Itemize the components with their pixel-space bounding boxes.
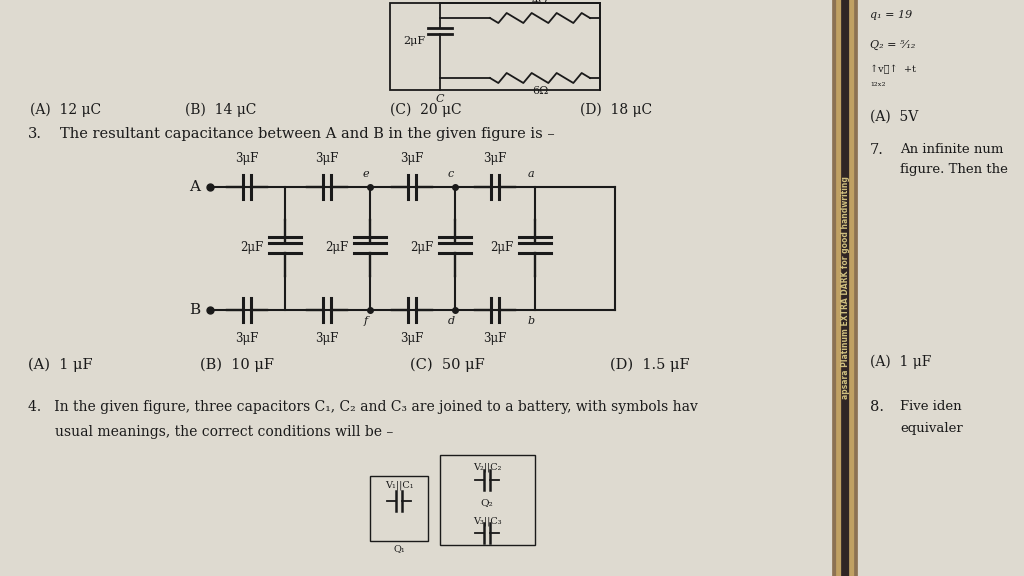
- Text: ¹²ˣ²: ¹²ˣ²: [870, 82, 886, 91]
- Text: V₁||C₁: V₁||C₁: [385, 480, 414, 490]
- Text: 3μF: 3μF: [315, 152, 339, 165]
- Text: equivaler: equivaler: [900, 422, 963, 435]
- Text: An infinite num: An infinite num: [900, 143, 1004, 156]
- Text: 3μF: 3μF: [400, 332, 424, 345]
- Text: ↑v⃗↑  +t: ↑v⃗↑ +t: [870, 65, 916, 74]
- Text: V₂||C₂: V₂||C₂: [473, 463, 501, 472]
- Text: figure. Then the: figure. Then the: [900, 163, 1008, 176]
- FancyBboxPatch shape: [440, 455, 535, 545]
- FancyBboxPatch shape: [370, 476, 428, 541]
- Text: f: f: [364, 316, 368, 326]
- Text: 3μF: 3μF: [483, 152, 507, 165]
- Text: 7.: 7.: [870, 143, 884, 157]
- Text: 8.: 8.: [870, 400, 884, 414]
- Text: C: C: [436, 94, 444, 104]
- Text: c: c: [447, 169, 454, 179]
- Text: Five iden: Five iden: [900, 400, 962, 413]
- Text: 4Ω: 4Ω: [531, 0, 548, 6]
- Text: 2μF: 2μF: [240, 241, 263, 255]
- Text: usual meanings, the correct conditions will be –: usual meanings, the correct conditions w…: [55, 425, 393, 439]
- Text: The resultant capacitance between A and B in the given figure is –: The resultant capacitance between A and …: [60, 127, 555, 141]
- Text: 2μF: 2μF: [410, 241, 433, 255]
- Text: 3μF: 3μF: [483, 332, 507, 345]
- FancyBboxPatch shape: [390, 3, 600, 90]
- Text: (A)  1 μF: (A) 1 μF: [28, 358, 92, 373]
- Text: 6Ω: 6Ω: [531, 86, 548, 96]
- Text: A: A: [189, 180, 200, 194]
- Text: b: b: [527, 316, 535, 326]
- Text: (A)  5V: (A) 5V: [870, 110, 919, 124]
- Text: B: B: [188, 303, 200, 317]
- Text: Q₂ = ⁵⁄₁₂: Q₂ = ⁵⁄₁₂: [870, 40, 915, 50]
- Text: 2μF: 2μF: [489, 241, 513, 255]
- Text: q₁ = 19: q₁ = 19: [870, 10, 912, 20]
- Text: (D)  18 μC: (D) 18 μC: [580, 103, 652, 118]
- Text: (A)  12 μC: (A) 12 μC: [30, 103, 101, 118]
- Text: V₃||C₃: V₃||C₃: [473, 516, 502, 526]
- Text: 3μF: 3μF: [236, 152, 259, 165]
- Text: 2μF: 2μF: [402, 36, 425, 46]
- Text: 2μF: 2μF: [325, 241, 348, 255]
- Text: 3μF: 3μF: [400, 152, 424, 165]
- Text: 3μF: 3μF: [236, 332, 259, 345]
- Text: (C)  50 μF: (C) 50 μF: [410, 358, 484, 373]
- Text: Q₁: Q₁: [393, 544, 404, 553]
- Text: d: d: [447, 316, 455, 326]
- Text: 4.   In the given figure, three capacitors C₁, C₂ and C₃ are joined to a battery: 4. In the given figure, three capacitors…: [28, 400, 698, 414]
- Text: (C)  20 μC: (C) 20 μC: [390, 103, 462, 118]
- Text: (A)  1 μF: (A) 1 μF: [870, 355, 932, 369]
- Text: 3.: 3.: [28, 127, 42, 141]
- Text: (D)  1.5 μF: (D) 1.5 μF: [610, 358, 689, 373]
- Text: (B)  14 μC: (B) 14 μC: [185, 103, 256, 118]
- Text: apsara Platinum EXTRA DARK for good handwriting: apsara Platinum EXTRA DARK for good hand…: [841, 177, 850, 399]
- Text: 3μF: 3μF: [315, 332, 339, 345]
- Text: (B)  10 μF: (B) 10 μF: [200, 358, 274, 373]
- Text: Q₂: Q₂: [480, 498, 494, 507]
- Text: e: e: [362, 169, 370, 179]
- Text: a: a: [527, 169, 535, 179]
